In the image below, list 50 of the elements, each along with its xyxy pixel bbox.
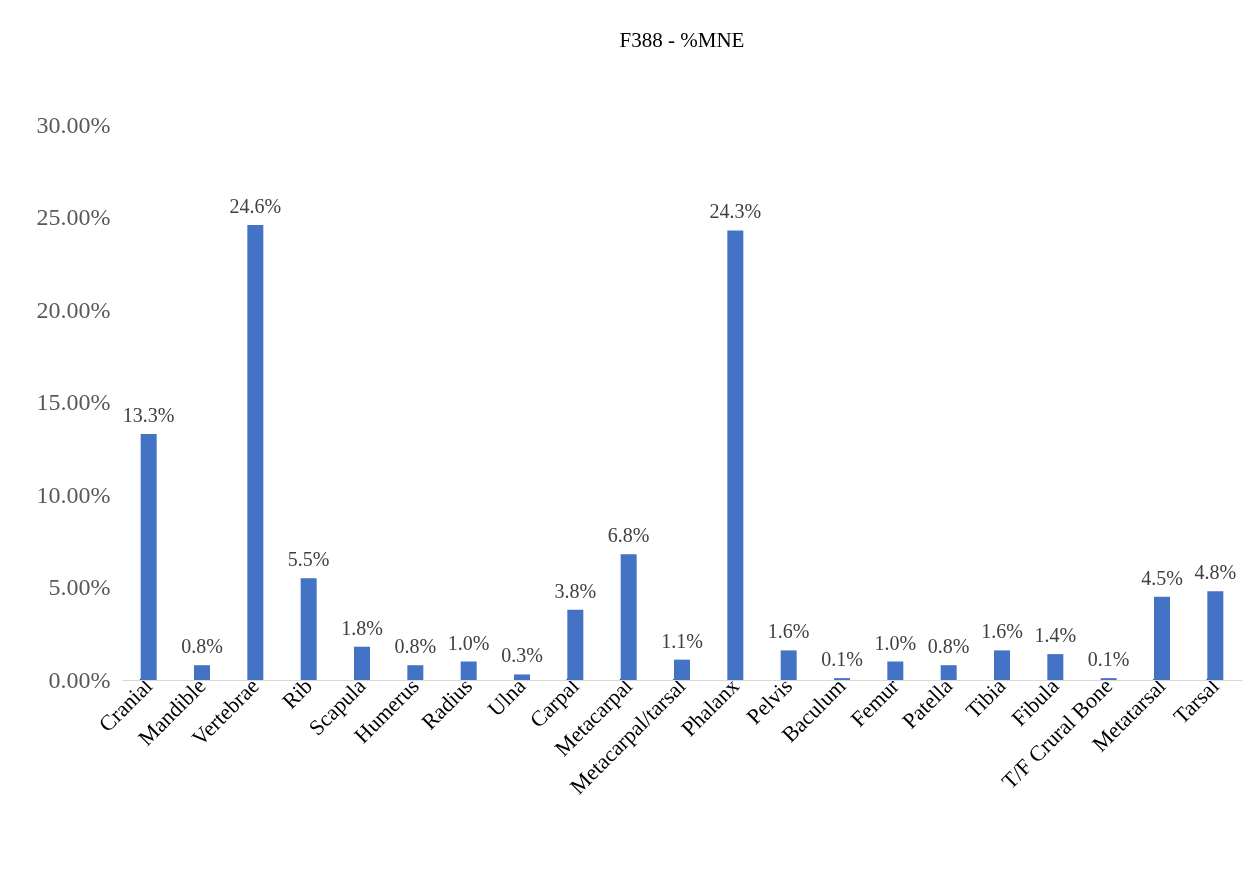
y-tick-label: 30.00% [36, 111, 111, 138]
data-label: 1.4% [1034, 624, 1077, 647]
bar [1207, 591, 1224, 680]
data-label: 5.5% [287, 548, 330, 571]
y-tick-label: 25.00% [36, 204, 111, 230]
bar [460, 661, 477, 680]
bar [620, 554, 637, 680]
y-tick-label: 5.00% [48, 574, 111, 600]
y-tick-label: 10.00% [36, 481, 111, 508]
y-tick-label: 20.00% [36, 296, 111, 323]
data-label: 1.0% [447, 631, 490, 654]
x-tick-label: Tibia [960, 673, 1011, 724]
bar [354, 646, 370, 680]
bar [247, 224, 264, 680]
chart-title: F388 - %MNE [619, 28, 745, 52]
bar [567, 609, 584, 680]
data-label: 0.8% [181, 635, 223, 658]
data-label: 3.8% [554, 579, 597, 602]
data-label: 6.8% [607, 524, 650, 547]
x-tick-label: Rib [276, 673, 318, 714]
bar [300, 578, 317, 680]
data-label: 4.5% [1141, 566, 1183, 589]
data-label: 1.6% [981, 620, 1023, 643]
y-tick-label: 15.00% [36, 389, 111, 415]
bar [727, 230, 744, 680]
bar [994, 650, 1010, 680]
data-label: 24.3% [709, 200, 762, 223]
bar [887, 661, 904, 680]
data-label: 0.3% [501, 644, 543, 667]
data-label: 13.3% [122, 403, 175, 426]
bar [1047, 654, 1064, 680]
data-label: 1.1% [661, 629, 703, 652]
data-label: 24.6% [229, 194, 282, 217]
data-label: 1.6% [767, 620, 810, 643]
data-label: 0.1% [1087, 648, 1130, 671]
x-tick-label: Ulna [482, 673, 531, 722]
bar [407, 665, 424, 680]
bar [1154, 596, 1170, 680]
bar [514, 674, 530, 680]
data-label: 1.8% [341, 616, 383, 639]
bar [674, 659, 690, 680]
data-label: 0.8% [927, 635, 970, 658]
bar [140, 433, 157, 680]
data-label: 0.8% [394, 635, 437, 658]
data-label: 4.8% [1194, 561, 1237, 584]
data-label: 0.1% [821, 648, 863, 671]
bar [194, 665, 210, 680]
data-label: 1.0% [874, 631, 917, 654]
bar [780, 650, 797, 680]
bar [940, 665, 957, 680]
